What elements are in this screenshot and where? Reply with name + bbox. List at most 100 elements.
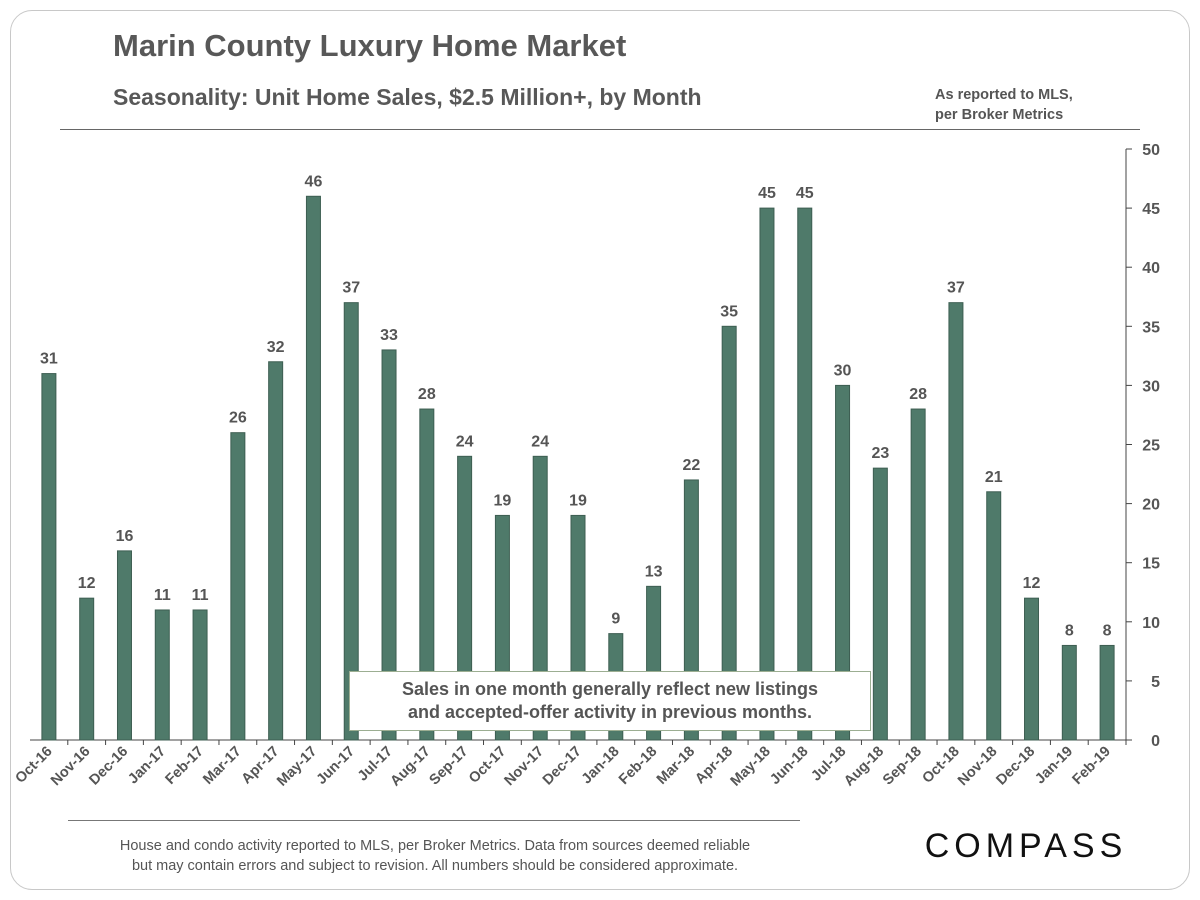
footnote-line-2: but may contain errors and subject to re… — [131, 858, 739, 874]
data-label: 37 — [342, 280, 360, 297]
data-label: 31 — [40, 351, 58, 368]
bar — [1061, 644, 1077, 741]
y-tick-label: 30 — [1142, 378, 1160, 395]
data-label: 19 — [569, 492, 587, 509]
x-tick-label: Jun-18 — [767, 744, 811, 788]
y-tick-label: 45 — [1142, 201, 1160, 218]
x-tick-label: Jan-17 — [125, 744, 169, 788]
x-tick-label: Sep-18 — [880, 744, 925, 789]
x-tick-label: Jun-17 — [314, 744, 358, 788]
footnote-line-1: House and condo activity reported to MLS… — [119, 838, 751, 854]
bar — [305, 195, 321, 741]
x-tick-label: Aug-18 — [841, 744, 887, 790]
bar — [910, 408, 926, 741]
chart-card — [10, 10, 1190, 890]
bar — [986, 491, 1002, 741]
data-label: 22 — [682, 457, 700, 474]
x-tick-label: Mar-17 — [200, 744, 244, 788]
bar — [759, 207, 775, 741]
x-tick-label: Jan-19 — [1032, 744, 1076, 788]
x-tick-label: Nov-17 — [502, 744, 548, 790]
x-tick-label: Feb-17 — [163, 744, 207, 788]
data-label: 45 — [758, 185, 776, 202]
bar — [381, 349, 397, 741]
bar — [154, 609, 170, 741]
bar — [343, 302, 359, 741]
x-tick-label: Jan-18 — [579, 744, 623, 788]
compass-logo-text: COMPASS — [925, 827, 1128, 865]
data-label: 23 — [871, 445, 889, 462]
bar — [1024, 597, 1040, 741]
data-label: 28 — [909, 386, 927, 403]
bar — [41, 373, 57, 741]
footnote: House and condo activity reported to MLS… — [60, 836, 810, 876]
bar — [230, 432, 246, 741]
header-divider — [60, 129, 1140, 130]
data-label: 30 — [834, 362, 852, 379]
data-label: 26 — [229, 410, 247, 427]
data-label: 16 — [116, 528, 134, 545]
source-note: As reported to MLS, per Broker Metrics — [935, 85, 1125, 125]
bar — [192, 609, 208, 741]
annotation-box: Sales in one month generally reflect new… — [349, 671, 871, 731]
y-tick-label: 40 — [1142, 260, 1160, 277]
data-label: 45 — [796, 185, 814, 202]
data-label: 24 — [456, 433, 474, 450]
data-label: 11 — [192, 587, 209, 604]
y-tick-label: 50 — [1142, 142, 1160, 159]
x-tick-label: Dec-18 — [993, 744, 1038, 789]
x-tick-label: Feb-18 — [616, 744, 660, 788]
y-tick-label: 25 — [1142, 438, 1160, 455]
y-tick-label: 35 — [1142, 319, 1160, 336]
x-tick-label: Dec-17 — [540, 744, 585, 789]
bar — [268, 361, 284, 741]
y-tick-label: 15 — [1142, 556, 1160, 573]
x-tick-label: May-17 — [274, 744, 320, 790]
y-tick-label: 20 — [1142, 497, 1160, 514]
source-note-line-1: As reported to MLS, — [935, 87, 1073, 103]
data-label: 46 — [305, 173, 323, 190]
data-label: 32 — [267, 339, 285, 356]
data-label: 21 — [985, 469, 1003, 486]
footer-divider — [68, 820, 800, 821]
chart-subtitle: Seasonality: Unit Home Sales, $2.5 Milli… — [113, 84, 702, 110]
annotation-line-2: and accepted-offer activity in previous … — [407, 702, 813, 722]
bar — [419, 408, 435, 741]
x-tick-label: Nov-18 — [955, 744, 1001, 790]
page-title: Marin County Luxury Home Market — [113, 28, 627, 63]
bar — [797, 207, 813, 741]
data-label: 13 — [645, 563, 663, 580]
data-label: 28 — [418, 386, 436, 403]
source-note-line-2: per Broker Metrics — [935, 107, 1064, 123]
data-label: 19 — [494, 492, 512, 509]
data-label: 11 — [154, 587, 171, 604]
data-label: 8 — [1065, 622, 1074, 639]
x-tick-label: Mar-18 — [654, 744, 698, 788]
x-tick-label: Nov-16 — [48, 744, 94, 790]
bar — [835, 384, 851, 741]
bar — [1099, 644, 1115, 741]
compass-logo: COMPASS — [925, 827, 1128, 865]
bar — [532, 455, 548, 741]
data-label: 33 — [380, 327, 398, 344]
x-tick-label: Aug-17 — [388, 744, 434, 790]
x-tick-label: May-18 — [728, 744, 774, 790]
y-tick-label: 10 — [1142, 615, 1160, 632]
y-tick-label: 5 — [1151, 674, 1160, 691]
x-tick-label: Feb-19 — [1070, 744, 1114, 788]
bar — [116, 550, 132, 741]
data-label: 24 — [531, 433, 549, 450]
data-label: 8 — [1103, 622, 1112, 639]
bar — [721, 325, 737, 741]
bar — [948, 302, 964, 741]
data-label: 37 — [947, 280, 965, 297]
bar — [457, 455, 473, 741]
data-label: 35 — [720, 303, 738, 320]
annotation-line-1: Sales in one month generally reflect new… — [401, 679, 819, 699]
x-tick-label: Sep-17 — [427, 744, 472, 789]
bar — [79, 597, 95, 741]
data-label: 9 — [611, 611, 620, 628]
data-label: 12 — [1023, 575, 1041, 592]
x-tick-label: Dec-16 — [86, 744, 131, 789]
